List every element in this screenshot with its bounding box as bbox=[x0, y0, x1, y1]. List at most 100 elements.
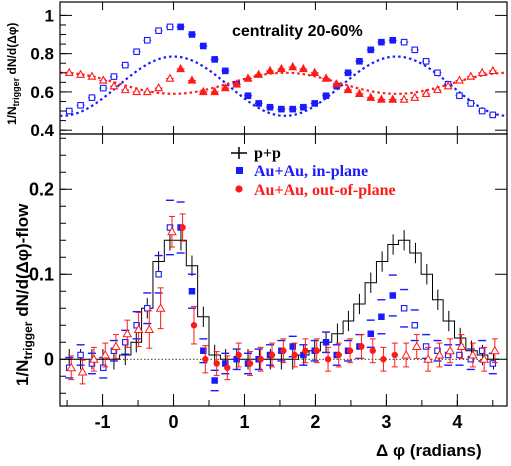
bottom-data-points bbox=[65, 199, 500, 392]
top-point-in_plane bbox=[489, 111, 497, 119]
top-point-out_of_plane bbox=[355, 88, 364, 98]
in-plane-point bbox=[155, 270, 162, 278]
top-point-in_plane bbox=[110, 73, 118, 80]
out-plane-point-open bbox=[479, 354, 490, 363]
bottom-x-tick-label: 3 bbox=[381, 412, 391, 432]
top-point-in_plane bbox=[88, 94, 96, 101]
top-point-out_of_plane bbox=[443, 81, 453, 90]
top-point-out_of_plane bbox=[410, 92, 420, 101]
top-point-out_of_plane bbox=[176, 63, 186, 73]
in-plane-point bbox=[144, 304, 151, 312]
in-plane-point bbox=[478, 347, 486, 354]
top-point-out_of_plane bbox=[265, 65, 275, 75]
top-point-in_plane bbox=[65, 107, 73, 115]
bottom-x-tick-label: 2 bbox=[310, 412, 320, 432]
top-point-in_plane bbox=[311, 100, 319, 107]
top-point-in_plane bbox=[478, 107, 486, 115]
bottom-x-tick-label: 1 bbox=[239, 412, 249, 432]
top-point-out_of_plane bbox=[298, 63, 308, 73]
bottom-y-axis-label: 1/Ntrigger dN/d(Δφ)-flow bbox=[13, 203, 35, 386]
legend: p+p Au+Au, in-plane Au+Au, out-of-plane bbox=[231, 145, 396, 199]
top-y-tick-label: 0.8 bbox=[30, 45, 54, 64]
top-point-out_of_plane bbox=[198, 86, 208, 96]
top-point-in_plane bbox=[300, 103, 307, 111]
in-plane-point bbox=[367, 330, 375, 337]
bottom-axes: 0 0.1 0.2 -1 0 1 2 3 4 bbox=[29, 134, 507, 432]
top-point-out_of_plane bbox=[210, 86, 220, 96]
top-point-out_of_plane bbox=[232, 79, 242, 88]
top-point-in_plane bbox=[322, 92, 330, 100]
out-plane-point bbox=[202, 356, 209, 363]
out-plane-point-open bbox=[144, 324, 155, 333]
out-plane-point-open bbox=[445, 345, 455, 355]
out-plane-point bbox=[380, 356, 387, 363]
out-plane-point bbox=[213, 360, 220, 367]
out-plane-point-open bbox=[401, 349, 411, 359]
top-point-out_of_plane bbox=[321, 73, 331, 82]
top-point-out_of_plane bbox=[98, 75, 108, 84]
top-y-axis-label: 1/Ntrigger dN/d(Δφ) bbox=[5, 23, 21, 125]
out-plane-point bbox=[346, 347, 354, 354]
out-plane-point bbox=[268, 351, 276, 359]
in-plane-point bbox=[100, 364, 107, 371]
top-point-in_plane bbox=[278, 105, 285, 113]
top-point-in_plane bbox=[422, 58, 430, 65]
out-plane-point bbox=[235, 351, 242, 359]
top-point-in_plane bbox=[400, 38, 408, 46]
in-plane-point bbox=[489, 360, 497, 367]
out-plane-point-open bbox=[100, 349, 111, 359]
top-point-out_of_plane bbox=[132, 86, 142, 96]
top-point-in_plane bbox=[411, 46, 419, 54]
in-plane-point bbox=[434, 347, 441, 354]
legend-out-marker bbox=[235, 185, 243, 193]
out-plane-point bbox=[280, 347, 287, 354]
legend-in-marker bbox=[236, 167, 243, 174]
top-point-in_plane bbox=[255, 100, 262, 107]
legend-out-label: Au+Au, out-of-plane bbox=[254, 182, 396, 199]
in-plane-point bbox=[166, 224, 174, 231]
out-plane-point bbox=[224, 364, 231, 371]
out-plane-point bbox=[246, 360, 254, 367]
out-plane-point bbox=[369, 347, 376, 354]
out-plane-point bbox=[335, 351, 342, 359]
top-point-in_plane bbox=[211, 56, 218, 63]
top-point-in_plane bbox=[222, 67, 229, 75]
top-point-out_of_plane bbox=[388, 94, 398, 103]
in-plane-point bbox=[200, 347, 207, 354]
in-plane-point bbox=[289, 343, 296, 350]
top-point-in_plane bbox=[344, 69, 352, 77]
top-point-out_of_plane bbox=[76, 69, 85, 78]
legend-pp-label: p+p bbox=[254, 145, 281, 162]
out-plane-point bbox=[179, 224, 186, 231]
out-plane-point bbox=[313, 347, 320, 354]
top-point-out_of_plane bbox=[142, 86, 152, 96]
in-plane-point bbox=[422, 343, 430, 350]
in-plane-point bbox=[122, 338, 129, 346]
top-point-in_plane bbox=[367, 46, 375, 54]
bottom-x-tick-label: -1 bbox=[95, 412, 111, 432]
in-plane-point bbox=[211, 377, 218, 384]
in-plane-point bbox=[322, 338, 330, 346]
bottom-y-tick-label: 0.2 bbox=[29, 179, 54, 199]
top-point-out_of_plane bbox=[254, 69, 264, 78]
top-point-in_plane bbox=[143, 36, 151, 44]
top-data-points bbox=[64, 23, 498, 119]
out-plane-point bbox=[358, 343, 365, 350]
top-point-in_plane bbox=[266, 103, 274, 111]
bottom-y-tick-label: 0.1 bbox=[29, 264, 54, 284]
in-plane-point bbox=[188, 287, 196, 295]
top-point-in_plane bbox=[77, 102, 84, 109]
top-point-in_plane bbox=[133, 48, 140, 56]
top-point-in_plane bbox=[244, 92, 252, 100]
top-point-out_of_plane bbox=[187, 75, 197, 84]
top-point-out_of_plane bbox=[332, 79, 342, 88]
in-plane-point bbox=[411, 321, 419, 329]
legend-in-label: Au+Au, in-plane bbox=[254, 163, 368, 180]
top-point-out_of_plane bbox=[220, 82, 230, 92]
top-point-out_of_plane bbox=[466, 71, 476, 80]
bottom-panel-frame bbox=[59, 133, 508, 407]
out-plane-point-open bbox=[122, 328, 133, 338]
top-point-out_of_plane bbox=[243, 73, 253, 82]
top-point-out_of_plane bbox=[488, 65, 498, 75]
top-point-in_plane bbox=[121, 61, 129, 69]
